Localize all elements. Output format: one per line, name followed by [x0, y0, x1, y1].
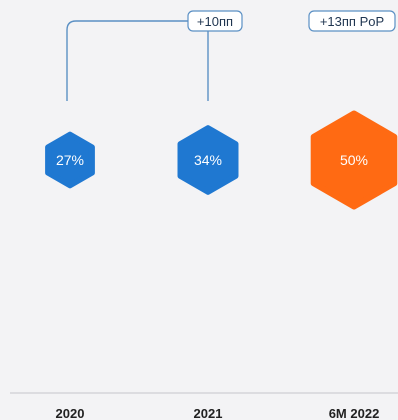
value-hexagon [310, 110, 398, 210]
category-label: 6M 2022 [329, 406, 380, 420]
annotation-badge-text: +10пп [197, 14, 233, 29]
annotation-badge-6m-2022: +13пп PoP [308, 10, 396, 32]
value-hexagon [177, 125, 239, 195]
change-bracket [66, 20, 188, 101]
value-label: 50% [340, 152, 368, 168]
annotation-badge-text: +13пп PoP [320, 14, 384, 29]
annotation-badge-box [187, 10, 243, 32]
value-label: 27% [56, 152, 84, 168]
category-label: 2021 [194, 406, 223, 420]
annotation-badge-box [308, 10, 396, 32]
value-hexagon [45, 131, 95, 189]
category-label: 2020 [56, 406, 85, 420]
value-label: 34% [194, 152, 222, 168]
annotation-badge-2021: +10пп [187, 10, 243, 32]
